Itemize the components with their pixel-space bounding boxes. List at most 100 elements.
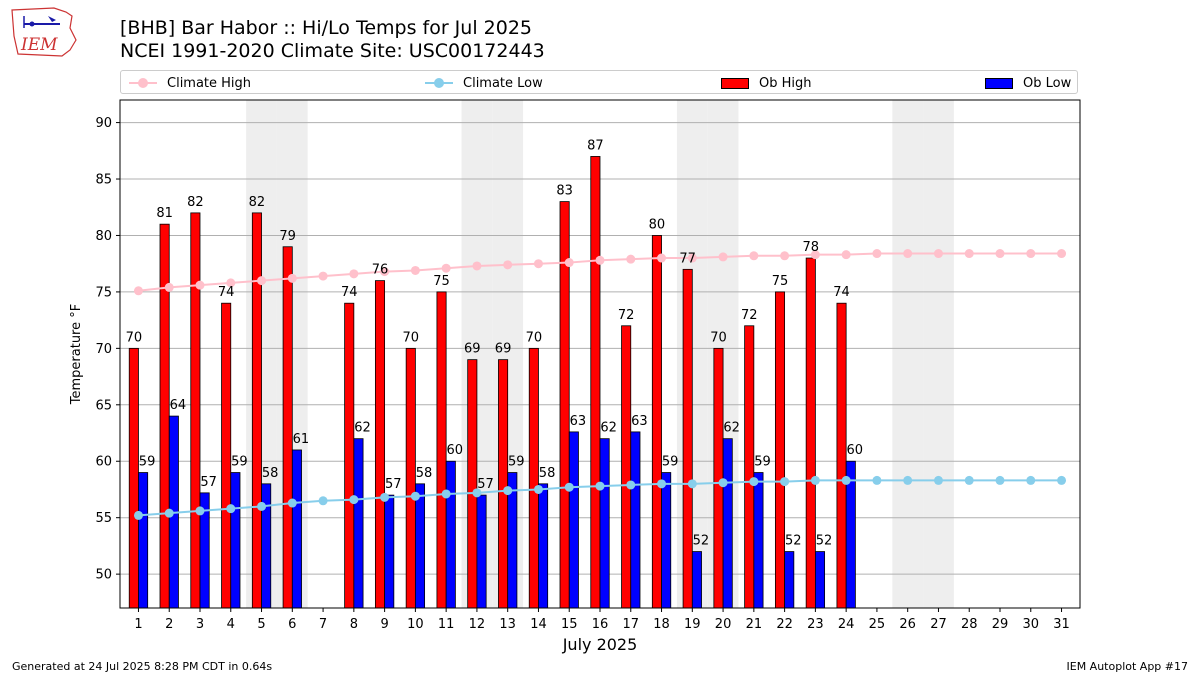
ob-low-bar: [814, 551, 826, 609]
ob-low-bar: [599, 438, 610, 609]
y-tick-label: 65: [95, 398, 112, 413]
app-footer: IEM Autoplot App #17: [1066, 660, 1189, 673]
ob-low-label: 52: [693, 534, 710, 549]
climate-low-point: [749, 477, 759, 487]
climate-low-point: [657, 479, 667, 489]
climate-low-point: [441, 489, 451, 499]
climate-high-point: [257, 276, 267, 286]
ob-high-label: 87: [587, 138, 604, 153]
climate-low-point: [841, 475, 851, 485]
climate-low-point: [226, 504, 236, 514]
x-tick-label: 26: [899, 617, 916, 632]
climate-high-point: [780, 251, 790, 261]
climate-high-point: [1026, 249, 1036, 259]
x-tick-label: 4: [227, 617, 235, 632]
legend-ob-low: Ob Low: [985, 74, 1071, 92]
legend-climate-high-marker: [129, 78, 157, 88]
climate-high-point: [503, 260, 513, 270]
x-tick-label: 16: [592, 617, 609, 632]
x-tick-label: 20: [715, 617, 732, 632]
ob-low-label: 60: [846, 443, 863, 458]
ob-high-bar: [251, 212, 262, 609]
climate-low-point: [964, 475, 974, 485]
climate-low-point: [718, 478, 728, 488]
ob-high-bar: [744, 325, 755, 609]
svg-text:IEM: IEM: [20, 35, 58, 55]
ob-low-label: 62: [354, 421, 371, 436]
climate-low-point: [257, 501, 267, 511]
ob-low-label: 58: [416, 466, 433, 481]
legend-ob-low-label: Ob Low: [1023, 75, 1072, 91]
ob-low-bar: [753, 472, 764, 609]
y-tick-label: 70: [95, 342, 112, 357]
climate-low-point: [903, 475, 913, 485]
x-tick-label: 19: [684, 617, 701, 632]
ob-high-label: 74: [341, 285, 358, 300]
x-tick-label: 15: [561, 617, 578, 632]
ob-low-label: 52: [785, 534, 802, 549]
x-tick-label: 2: [165, 617, 173, 632]
x-tick-label: 3: [196, 617, 204, 632]
ob-high-bar: [282, 246, 293, 609]
climate-high-point: [872, 249, 882, 259]
ob-low-bar: [568, 431, 579, 609]
x-tick-label: 23: [807, 617, 824, 632]
ob-low-label: 62: [723, 421, 740, 436]
climate-low-point: [380, 492, 390, 502]
legend-ob-high-label: Ob High: [759, 75, 812, 91]
ob-high-bar: [621, 325, 632, 609]
climate-low-point: [933, 475, 943, 485]
ob-high-bar: [651, 235, 662, 609]
climate-high-point: [380, 267, 390, 277]
climate-high-point: [533, 259, 543, 269]
ob-high-bar: [774, 291, 786, 609]
ob-high-bar: [467, 359, 478, 609]
climate-low-point: [533, 484, 543, 494]
ob-high-label: 77: [679, 251, 696, 266]
ob-low-bar: [691, 551, 702, 609]
climate-high-point: [564, 258, 574, 268]
ob-high-bar: [128, 347, 139, 609]
ob-low-label: 59: [754, 455, 771, 470]
climate-low-point: [564, 482, 574, 492]
ob-high-bar: [159, 223, 170, 609]
climate-low-point: [472, 488, 482, 498]
ob-low-label: 60: [446, 443, 463, 458]
ob-high-bar: [436, 291, 447, 609]
climate-high-point: [226, 278, 236, 288]
climate-high-point: [441, 263, 451, 273]
legend-climate-low-label: Climate Low: [463, 75, 543, 91]
ob-high-bar: [344, 302, 355, 609]
ob-low-label: 58: [539, 466, 556, 481]
climate-high-point: [410, 265, 420, 275]
ob-low-bar: [138, 472, 149, 609]
ob-high-bar: [713, 347, 724, 609]
ob-low-label: 58: [262, 466, 279, 481]
ob-low-label: 63: [631, 414, 648, 429]
ob-high-label: 70: [126, 330, 143, 345]
x-tick-label: 25: [869, 617, 886, 632]
x-tick-label: 28: [961, 617, 978, 632]
legend-ob-low-swatch: [985, 77, 1013, 89]
x-tick-label: 30: [1022, 617, 1039, 632]
ob-low-bar: [384, 494, 395, 609]
chart-legend: Climate High Climate Low Ob High Ob Low: [120, 70, 1078, 94]
ob-low-bar: [661, 472, 672, 609]
ob-low-label: 59: [662, 455, 679, 470]
ob-low-bar: [414, 483, 426, 609]
climate-low-point: [872, 475, 882, 485]
ob-low-label: 57: [200, 475, 217, 490]
climate-low-point: [410, 491, 420, 501]
ob-low-bar: [291, 449, 302, 609]
x-tick-label: 12: [469, 617, 486, 632]
x-tick-label: 13: [499, 617, 516, 632]
x-tick-label: 8: [350, 617, 358, 632]
ob-high-label: 74: [833, 285, 850, 300]
legend-climate-high: Climate High: [129, 74, 251, 92]
climate-low-point: [810, 475, 820, 485]
ob-high-label: 82: [187, 195, 204, 210]
y-tick-label: 80: [95, 229, 112, 244]
ob-high-bar: [190, 212, 201, 609]
climate-high-point: [472, 261, 482, 271]
ob-low-bar: [445, 460, 456, 609]
